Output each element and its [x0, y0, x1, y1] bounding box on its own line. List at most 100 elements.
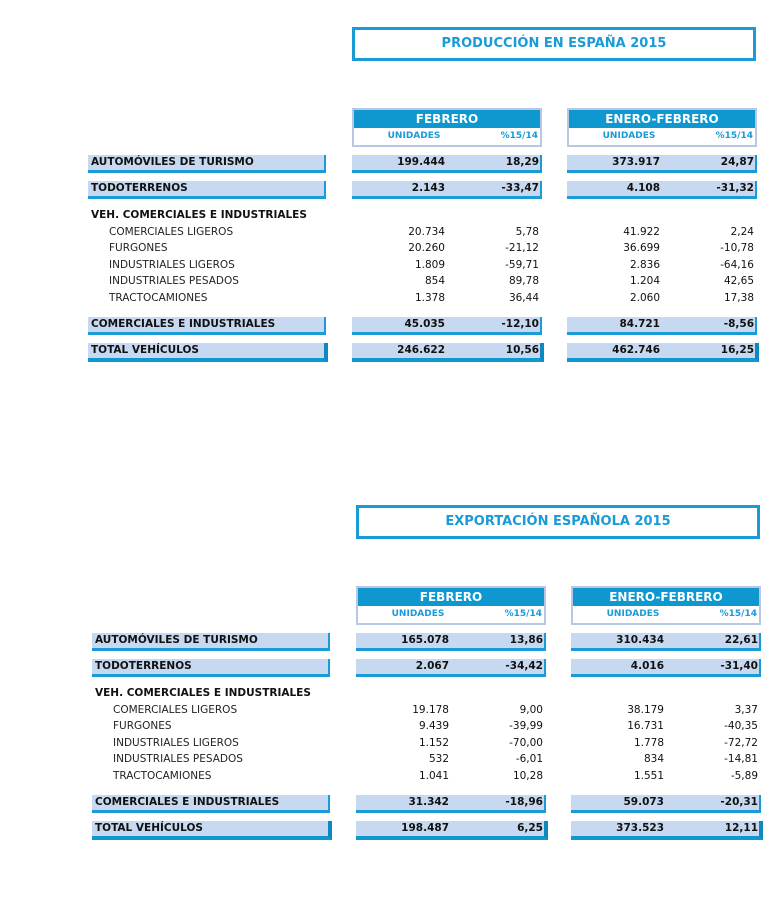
enero-febrero-cells: 4.016 -31,40 [571, 659, 761, 677]
febrero-units: 19.178 [412, 704, 449, 716]
febrero-units: 9.439 [418, 720, 449, 732]
enero-febrero-pct: -40,35 [724, 720, 758, 732]
febrero-units: 854 [424, 275, 445, 287]
units-header: UNIDADES [602, 131, 656, 141]
febrero-pct: -21,12 [505, 242, 539, 254]
febrero-pct: 10,56 [505, 344, 539, 356]
febrero-pct: 5,78 [515, 226, 539, 238]
enero-febrero-units: 38.179 [627, 704, 664, 716]
febrero-cells: 2.067 -34,42 [356, 659, 546, 677]
row-label: TODOTERRENOS [95, 660, 192, 672]
enero-febrero-units: 1.204 [629, 275, 660, 287]
enero-febrero-units: 4.108 [626, 182, 660, 194]
febrero-units: 1.152 [418, 737, 449, 749]
row-label-bar: AUTOMÓVILES DE TURISMO [88, 155, 326, 173]
column-subheader: UNIDADES %15/14 [352, 128, 542, 147]
enero-febrero-pct: 16,25 [720, 344, 754, 356]
febrero-cells: 246.622 10,56 [352, 343, 544, 362]
row-label: AUTOMÓVILES DE TURISMO [95, 634, 258, 646]
enero-febrero-cells: 84.721 -8,56 [567, 317, 757, 335]
enero-febrero-units: 1.778 [633, 737, 664, 749]
pct-header: %15/14 [715, 131, 753, 141]
enero-febrero-units: 84.721 [619, 318, 660, 330]
febrero-pct: -39,99 [509, 720, 543, 732]
column-subheader: UNIDADES %15/14 [356, 606, 546, 625]
febrero-pct: -18,96 [505, 796, 543, 808]
section-title: EXPORTACIÓN ESPAÑOLA 2015 [356, 505, 760, 539]
units-header: UNIDADES [391, 609, 445, 619]
pct-header: %15/14 [719, 609, 757, 619]
febrero-cells: 199.444 18,29 [352, 155, 542, 173]
enero-febrero-units: 373.523 [616, 822, 664, 834]
row-label-bar: COMERCIALES E INDUSTRIALES [88, 317, 326, 335]
column-group-header: FEBRERO [356, 586, 546, 606]
enero-febrero-units: 2.836 [629, 259, 660, 271]
febrero-pct: -12,10 [501, 318, 539, 330]
febrero-cells: 45.035 -12,10 [352, 317, 542, 335]
febrero-pct: 36,44 [508, 292, 539, 304]
enero-febrero-pct: -31,32 [716, 182, 754, 194]
units-header: UNIDADES [387, 131, 441, 141]
row-label: COMERCIALES LIGEROS [109, 226, 234, 238]
enero-febrero-pct: -5,89 [730, 770, 758, 782]
febrero-pct: 10,28 [512, 770, 543, 782]
enero-febrero-units: 462.746 [612, 344, 660, 356]
section-export: EXPORTACIÓN ESPAÑOLA 2015 FEBRERO UNIDADES… [0, 478, 776, 918]
row-label: TRACTOCAMIONES [113, 770, 212, 782]
enero-febrero-pct: 3,37 [734, 704, 758, 716]
row-label: TODOTERRENOS [91, 182, 188, 194]
enero-febrero-pct: -10,78 [720, 242, 754, 254]
row-label: COMERCIALES E INDUSTRIALES [91, 318, 276, 330]
febrero-units: 246.622 [397, 344, 445, 356]
enero-febrero-pct: 22,61 [724, 634, 758, 646]
febrero-units: 20.260 [408, 242, 445, 254]
enero-febrero-units: 834 [643, 753, 664, 765]
enero-febrero-pct: -14,81 [724, 753, 758, 765]
febrero-pct: -6,01 [515, 753, 543, 765]
enero-febrero-pct: 24,87 [720, 156, 754, 168]
enero-febrero-cells: 59.073 -20,31 [571, 795, 761, 813]
febrero-pct: 6,25 [517, 822, 543, 834]
column-group-header: ENERO-FEBRERO [567, 108, 757, 128]
febrero-units: 165.078 [401, 634, 449, 646]
febrero-units: 198.487 [401, 822, 449, 834]
row-label: TOTAL VEHÍCULOS [95, 822, 203, 834]
row-label: TOTAL VEHÍCULOS [91, 344, 199, 356]
enero-febrero-cells: 373.523 12,11 [571, 821, 763, 840]
row-label: COMERCIALES E INDUSTRIALES [95, 796, 280, 808]
row-label-bar: TOTAL VEHÍCULOS [88, 343, 328, 362]
enero-febrero-units: 16.731 [627, 720, 664, 732]
column-group-header: FEBRERO [352, 108, 542, 128]
febrero-pct: -70,00 [509, 737, 543, 749]
section-title: PRODUCCIÓN EN ESPAÑA 2015 [352, 27, 756, 61]
enero-febrero-pct: -64,16 [720, 259, 754, 271]
febrero-units: 2.143 [411, 182, 445, 194]
row-label: INDUSTRIALES LIGEROS [109, 259, 235, 271]
row-label-bar: TOTAL VEHÍCULOS [92, 821, 332, 840]
febrero-cells: 2.143 -33,47 [352, 181, 542, 199]
units-header: UNIDADES [606, 609, 660, 619]
enero-febrero-pct: 17,38 [723, 292, 754, 304]
column-group-febrero: FEBRERO UNIDADES %15/14 [356, 586, 546, 625]
febrero-cells: 165.078 13,86 [356, 633, 546, 651]
column-group-header: ENERO-FEBRERO [571, 586, 761, 606]
febrero-pct: 13,86 [509, 634, 543, 646]
febrero-pct: 9,00 [519, 704, 543, 716]
enero-febrero-cells: 373.917 24,87 [567, 155, 757, 173]
febrero-pct: -33,47 [501, 182, 539, 194]
febrero-units: 199.444 [397, 156, 445, 168]
enero-febrero-pct: 2,24 [730, 226, 754, 238]
section-production: PRODUCCIÓN EN ESPAÑA 2015 FEBRERO UNIDADES… [0, 0, 776, 440]
febrero-units: 45.035 [404, 318, 445, 330]
pct-header: %15/14 [504, 609, 542, 619]
column-group-enero-febrero: ENERO-FEBRERO UNIDADES %15/14 [571, 586, 761, 625]
febrero-units: 532 [428, 753, 449, 765]
column-subheader: UNIDADES %15/14 [567, 128, 757, 147]
febrero-units: 1.809 [414, 259, 445, 271]
enero-febrero-pct: -8,56 [723, 318, 754, 330]
group-heading: VEH. COMERCIALES E INDUSTRIALES [95, 687, 311, 699]
pct-header: %15/14 [500, 131, 538, 141]
row-label: INDUSTRIALES LIGEROS [113, 737, 239, 749]
febrero-pct: -59,71 [505, 259, 539, 271]
febrero-units: 1.041 [418, 770, 449, 782]
